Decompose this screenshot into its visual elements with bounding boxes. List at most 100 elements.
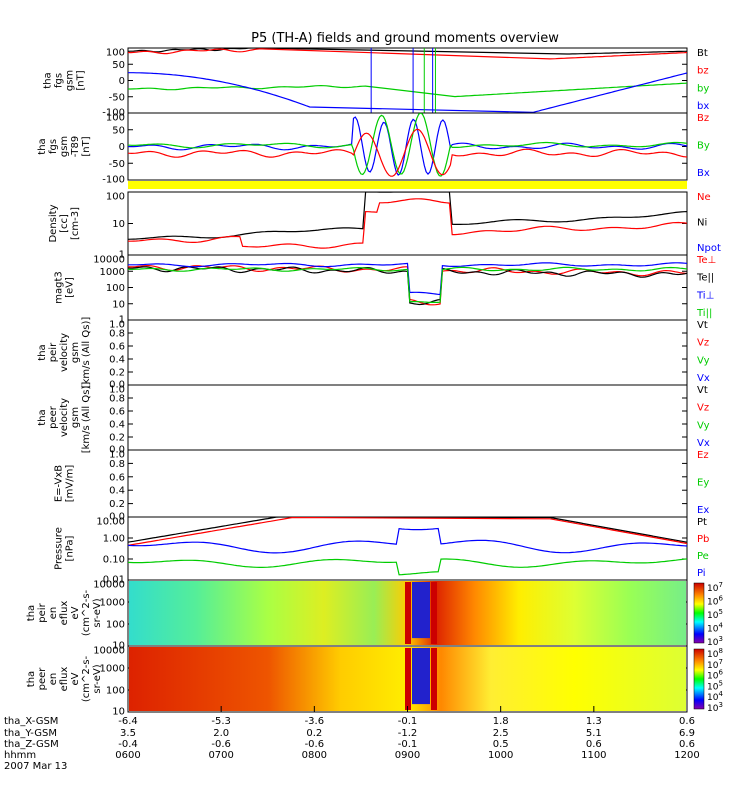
x-tick-label: -5.3: [211, 716, 231, 727]
panel-efield: 1.00.8 0.6 0.4 0.2 0.0 E=-VxB [mV/m] Ez Ey Ex: [54, 449, 709, 523]
y-tick-label: 10.00: [96, 517, 125, 528]
x-tick-label: 1.3: [586, 716, 602, 727]
series-Pt: [128, 517, 687, 543]
x-tick-label: 0900: [395, 750, 420, 761]
panel-curves: [128, 113, 687, 177]
legend-Ni: Ni: [697, 218, 707, 229]
y-tick-label: 1: [119, 250, 125, 261]
y-tick-label: 0.0: [109, 512, 125, 523]
panel-peer-eflux: 10000 1000 100 10 tha peer en eflux eV (cm^2-s-sr…: [26, 645, 723, 718]
series-Ti-par: [128, 266, 687, 303]
colorbar-tick-base: 10: [707, 625, 719, 635]
y-tick-label: 100: [106, 192, 125, 203]
colorbar-tick-exp: 6: [718, 595, 723, 603]
colorbar-tick-label: 104: [707, 690, 723, 703]
y-tick-label: 0.0: [109, 380, 125, 391]
panel-curves: [128, 48, 687, 113]
y-axis-label-line: gsm: [59, 136, 70, 157]
y-axis-label-line: (cm^2-s-: [81, 655, 92, 702]
y-axis-label-line: [cc]: [59, 214, 70, 233]
series-Pe: [128, 558, 687, 576]
legend-Ex: Ex: [697, 505, 709, 516]
y-axis-label-line: [km/s (All Qs)]: [81, 317, 92, 389]
colorbar-tick-label: 103: [707, 701, 723, 714]
y-axis-label-line: eV: [70, 672, 81, 685]
spectrogram-edge: [405, 648, 411, 710]
legend-By: By: [697, 141, 710, 152]
colorbar-tick-label: 104: [707, 622, 723, 635]
legend-Vz: Vz: [697, 338, 709, 349]
y-tick-label: 0: [119, 76, 125, 87]
x-tick-label: 0.6: [679, 716, 695, 727]
y-tick-label: 100: [106, 620, 125, 631]
colorbar-tick-exp: 5: [718, 679, 722, 687]
panel-frame: [127, 191, 688, 256]
y-tick-label: 0.8: [109, 329, 125, 340]
x-tick-label: -0.6: [211, 739, 231, 750]
colorbar-tick-base: 10: [707, 638, 719, 648]
x-row-label: 2007 Mar 13: [4, 761, 67, 772]
series-bx: [128, 72, 687, 113]
x-tick-label: 3.5: [120, 728, 136, 739]
x-row-label: tha_X-GSM: [4, 716, 58, 727]
legend-Vx: Vx: [697, 373, 710, 384]
legend-Pt: Pt: [697, 517, 707, 528]
colorbar-tick-label: 107: [707, 658, 723, 671]
x-tick-label: 0.6: [679, 739, 695, 750]
colorbar-tick-base: 10: [707, 650, 719, 660]
y-axis-label-line: fgs: [48, 139, 59, 154]
colorbar-tick-exp: 4: [718, 622, 723, 630]
colorbar-tick-base: 10: [707, 661, 719, 671]
colorbar-tick-base: 10: [707, 682, 719, 692]
y-tick-label: 10: [112, 299, 125, 310]
legend-Pe: Pe: [697, 551, 709, 562]
y-tick-label: 0.6: [109, 472, 125, 483]
y-tick-label: 1.00: [103, 534, 125, 545]
y-tick-label: -50: [109, 159, 125, 170]
x-tick-label: 1.8: [493, 716, 509, 727]
spectrogram-edge: [431, 648, 437, 710]
y-axis-label: tha peer velocity gsm [km/s (All Qs)]: [37, 382, 92, 454]
series-Pb: [128, 517, 687, 546]
y-axis-label-line: tha: [37, 344, 48, 360]
panel-frame: [127, 384, 688, 451]
y-axis-label-line: peer: [48, 405, 59, 429]
colorbar-tick-base: 10: [707, 598, 719, 608]
colorbar-tick-label: 107: [707, 581, 723, 594]
y-axis-label-line: tha: [26, 671, 37, 687]
colorbar-tick-label: 105: [707, 679, 723, 692]
x-tick-label: 0600: [115, 750, 140, 761]
legend-by: by: [697, 83, 709, 94]
y-axis-label-line: (cm^2-s-: [81, 589, 92, 636]
y-axis-label-line: gsm: [70, 407, 81, 428]
y-axis-label-line: E=-VxB: [54, 465, 65, 502]
y-axis-label-line: [cm-3]: [70, 207, 81, 240]
y-tick-label: 0.2: [109, 368, 125, 379]
panel-peir-eflux: 10000 1000 100 10 tha peir en eflux eV (cm^2-s-sr…: [26, 579, 723, 652]
y-tick-label: 10000: [93, 646, 125, 657]
y-tick-label: 100: [106, 283, 125, 294]
y-axis-label: Pressure [nPa]: [54, 527, 76, 570]
y-axis-label: tha fgs gsm [nT]: [43, 70, 87, 91]
x-tick-label: 1100: [581, 750, 606, 761]
y-tick-label: 1000: [100, 267, 125, 278]
spectrogram-core: [412, 648, 430, 705]
legend-Pb: Pb: [697, 534, 709, 545]
y-tick-label: 0: [119, 142, 125, 153]
y-tick-label: -100: [102, 108, 125, 119]
y-axis-label-line: [km/s (All Qs)]: [81, 382, 92, 454]
legend-Pi: Pi: [697, 568, 706, 579]
x-tick-label: 1200: [674, 750, 699, 761]
y-axis-label-line: sr-eV): [92, 598, 103, 627]
x-row-label: tha_Y-GSM: [4, 728, 57, 739]
y-axis-label: tha peir velocity gsm [km/s (All Qs)]: [37, 317, 92, 389]
colorbar-tick-base: 10: [707, 584, 719, 594]
y-tick-label: 10000: [93, 580, 125, 591]
panel-peir-velocity: 1.00.8 0.6 0.4 0.20.0 tha peir velocity gsm [km/…: [37, 317, 710, 391]
y-tick-label: 0.8: [109, 459, 125, 470]
legend-Ez: Ez: [697, 450, 709, 461]
colorbar-tick-base: 10: [707, 693, 719, 703]
y-axis-label-line: [eV]: [65, 277, 76, 298]
colorbar-tick-label: 106: [707, 595, 723, 608]
